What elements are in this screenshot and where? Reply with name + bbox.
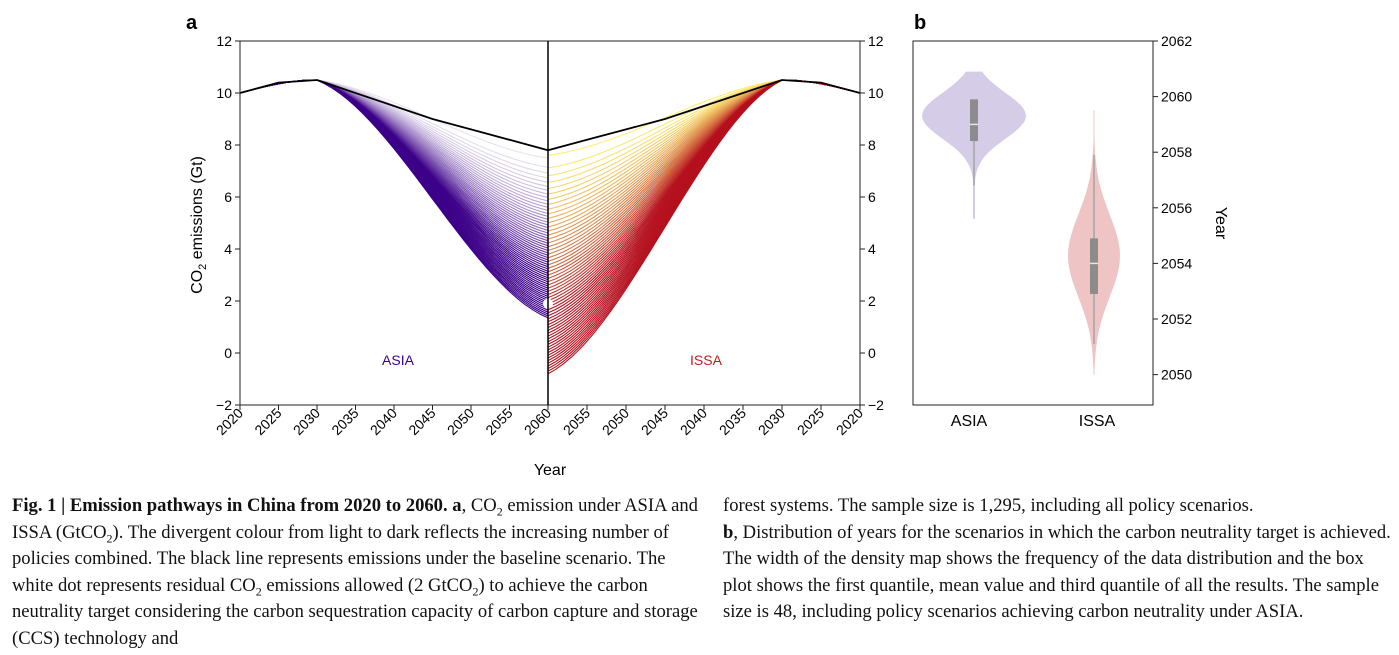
y-tick-label-right: −2 [868, 397, 884, 413]
caption-b-label: b [723, 521, 734, 543]
x-tick-label: 2040 [367, 405, 400, 438]
panel-b-frame [912, 40, 1154, 406]
caption-sub-4: 2 [472, 584, 479, 599]
caption-text-7: , Distribution of years for the scenario… [723, 521, 1391, 623]
asia-scenario-line [239, 79, 549, 220]
panel-a-y-ticks-right: 12 10 8 6 4 2 0 −2 [860, 33, 884, 413]
x-tick-label: 2030 [290, 405, 323, 438]
caption-fig-number: Fig. 1 [12, 495, 57, 516]
x-tick-label: 2045 [638, 405, 671, 438]
asia-scenario-line [239, 79, 549, 244]
category-label-issa: ISSA [1079, 413, 1116, 430]
caption-text-2: emission under ASIA and ISSA (GtCO [12, 495, 698, 543]
asia-scenario-line [239, 79, 549, 237]
asia-box [970, 99, 978, 142]
caption-text-1: , CO [461, 495, 497, 516]
panel-b-y-tick-label: 2050 [1161, 367, 1192, 383]
caption-text-4: emissions allowed (2 GtCO [261, 574, 473, 596]
asia-label: ASIA [382, 352, 415, 368]
caption-sub-1: 2 [496, 504, 503, 519]
x-tick-label: 2055 [560, 405, 593, 438]
y-tick-label-right: 12 [868, 33, 884, 49]
x-axis-label: Year [534, 462, 567, 479]
caption-title: Emission pathways in China from 2020 to … [69, 495, 448, 516]
caption-left: Fig. 1 | Emission pathways in China from… [12, 493, 702, 652]
y-tick-label-left: 10 [216, 85, 232, 101]
y-tick-label-left: 0 [224, 345, 232, 361]
panel-b-y-tick-label: 2054 [1161, 255, 1192, 271]
asia-scenario-line [239, 79, 549, 239]
y-tick-label-left: 2 [224, 293, 232, 309]
panel-b-label: b [914, 12, 926, 34]
panel-b-y-tick-label: 2062 [1161, 33, 1192, 49]
panel-b-y-tick-label: 2060 [1161, 89, 1192, 105]
x-tick-label: 2045 [405, 405, 438, 438]
x-tick-label: 2055 [482, 405, 515, 438]
caption-right: forest systems. The sample size is 1,295… [723, 493, 1393, 626]
caption-sub-3: 2 [255, 584, 262, 599]
issa-scenario-line [547, 79, 861, 283]
y-tick-label-right: 4 [868, 241, 876, 257]
asia-scenario-line [239, 79, 549, 242]
caption-a-label: a [447, 495, 462, 516]
caption-text-5: ) to achieve the carbon neutrality targe… [12, 574, 698, 649]
baseline-line-issa [547, 79, 861, 152]
x-tick-label: 2030 [755, 405, 788, 438]
caption-text-6: forest systems. The sample size is 1,295… [723, 495, 1254, 516]
panel-b-violins [922, 71, 1120, 375]
asia-scenario-line [239, 79, 549, 223]
x-tick-label: 2035 [716, 405, 749, 438]
category-label-asia: ASIA [951, 413, 988, 430]
x-tick-label: 2035 [328, 405, 361, 438]
y-tick-label-right: 2 [868, 293, 876, 309]
x-tick-label: 2060 [521, 405, 554, 438]
panel-b-y-tick-label: 2052 [1161, 311, 1192, 327]
caption-text-3: ). The divergent colour from light to da… [12, 521, 669, 596]
panel-b-y-axis-label: Year [1212, 207, 1229, 240]
x-tick-label: 2050 [444, 405, 477, 438]
panel-b-y-tick-label: 2056 [1161, 200, 1192, 216]
panel-b-y-tick-label: 2058 [1161, 144, 1192, 160]
caption-sub-2: 2 [106, 531, 113, 546]
caption-separator: | [56, 495, 70, 516]
issa-box [1090, 238, 1098, 294]
y-tick-label-left: 12 [216, 33, 232, 49]
panel-a-y-ticks-left: 12 10 8 6 4 2 0 −2 [216, 33, 240, 413]
x-tick-label: 2050 [599, 405, 632, 438]
panel-b-y-ticks: 2062 2060 2058 2056 2054 2052 2050 [1153, 33, 1192, 383]
y-axis-label-pre: CO [189, 270, 206, 294]
panel-a-lines [239, 79, 861, 375]
x-tick-label: 2040 [677, 405, 710, 438]
y-tick-label-left: −2 [216, 397, 232, 413]
y-axis-label-sub: 2 [197, 264, 209, 270]
x-tick-label: 2025 [794, 405, 827, 438]
y-axis-label-post: emissions (Gt) [189, 156, 206, 264]
x-tick-label: 2025 [251, 405, 284, 438]
baseline-line-asia [239, 79, 549, 152]
y-tick-label-right: 0 [868, 345, 876, 361]
asia-scenario-line [239, 79, 549, 226]
y-tick-label-left: 4 [224, 241, 232, 257]
issa-label: ISSA [690, 352, 723, 368]
panel-a-label: a [186, 12, 198, 34]
x-tick-label: 2020 [833, 405, 866, 438]
y-tick-label-right: 10 [868, 85, 884, 101]
y-tick-label-left: 6 [224, 189, 232, 205]
panel-a-frame [239, 40, 861, 406]
issa-scenario-line [547, 79, 861, 273]
y-tick-label-right: 8 [868, 137, 876, 153]
panel-a-x-ticks: 2020 2025 2030 2035 2040 2045 2050 2055 2060 2055… [213, 405, 866, 438]
y-axis-label: CO2 emissions (Gt) [189, 156, 209, 294]
y-tick-label-left: 8 [224, 137, 232, 153]
y-tick-label-right: 6 [868, 189, 876, 205]
